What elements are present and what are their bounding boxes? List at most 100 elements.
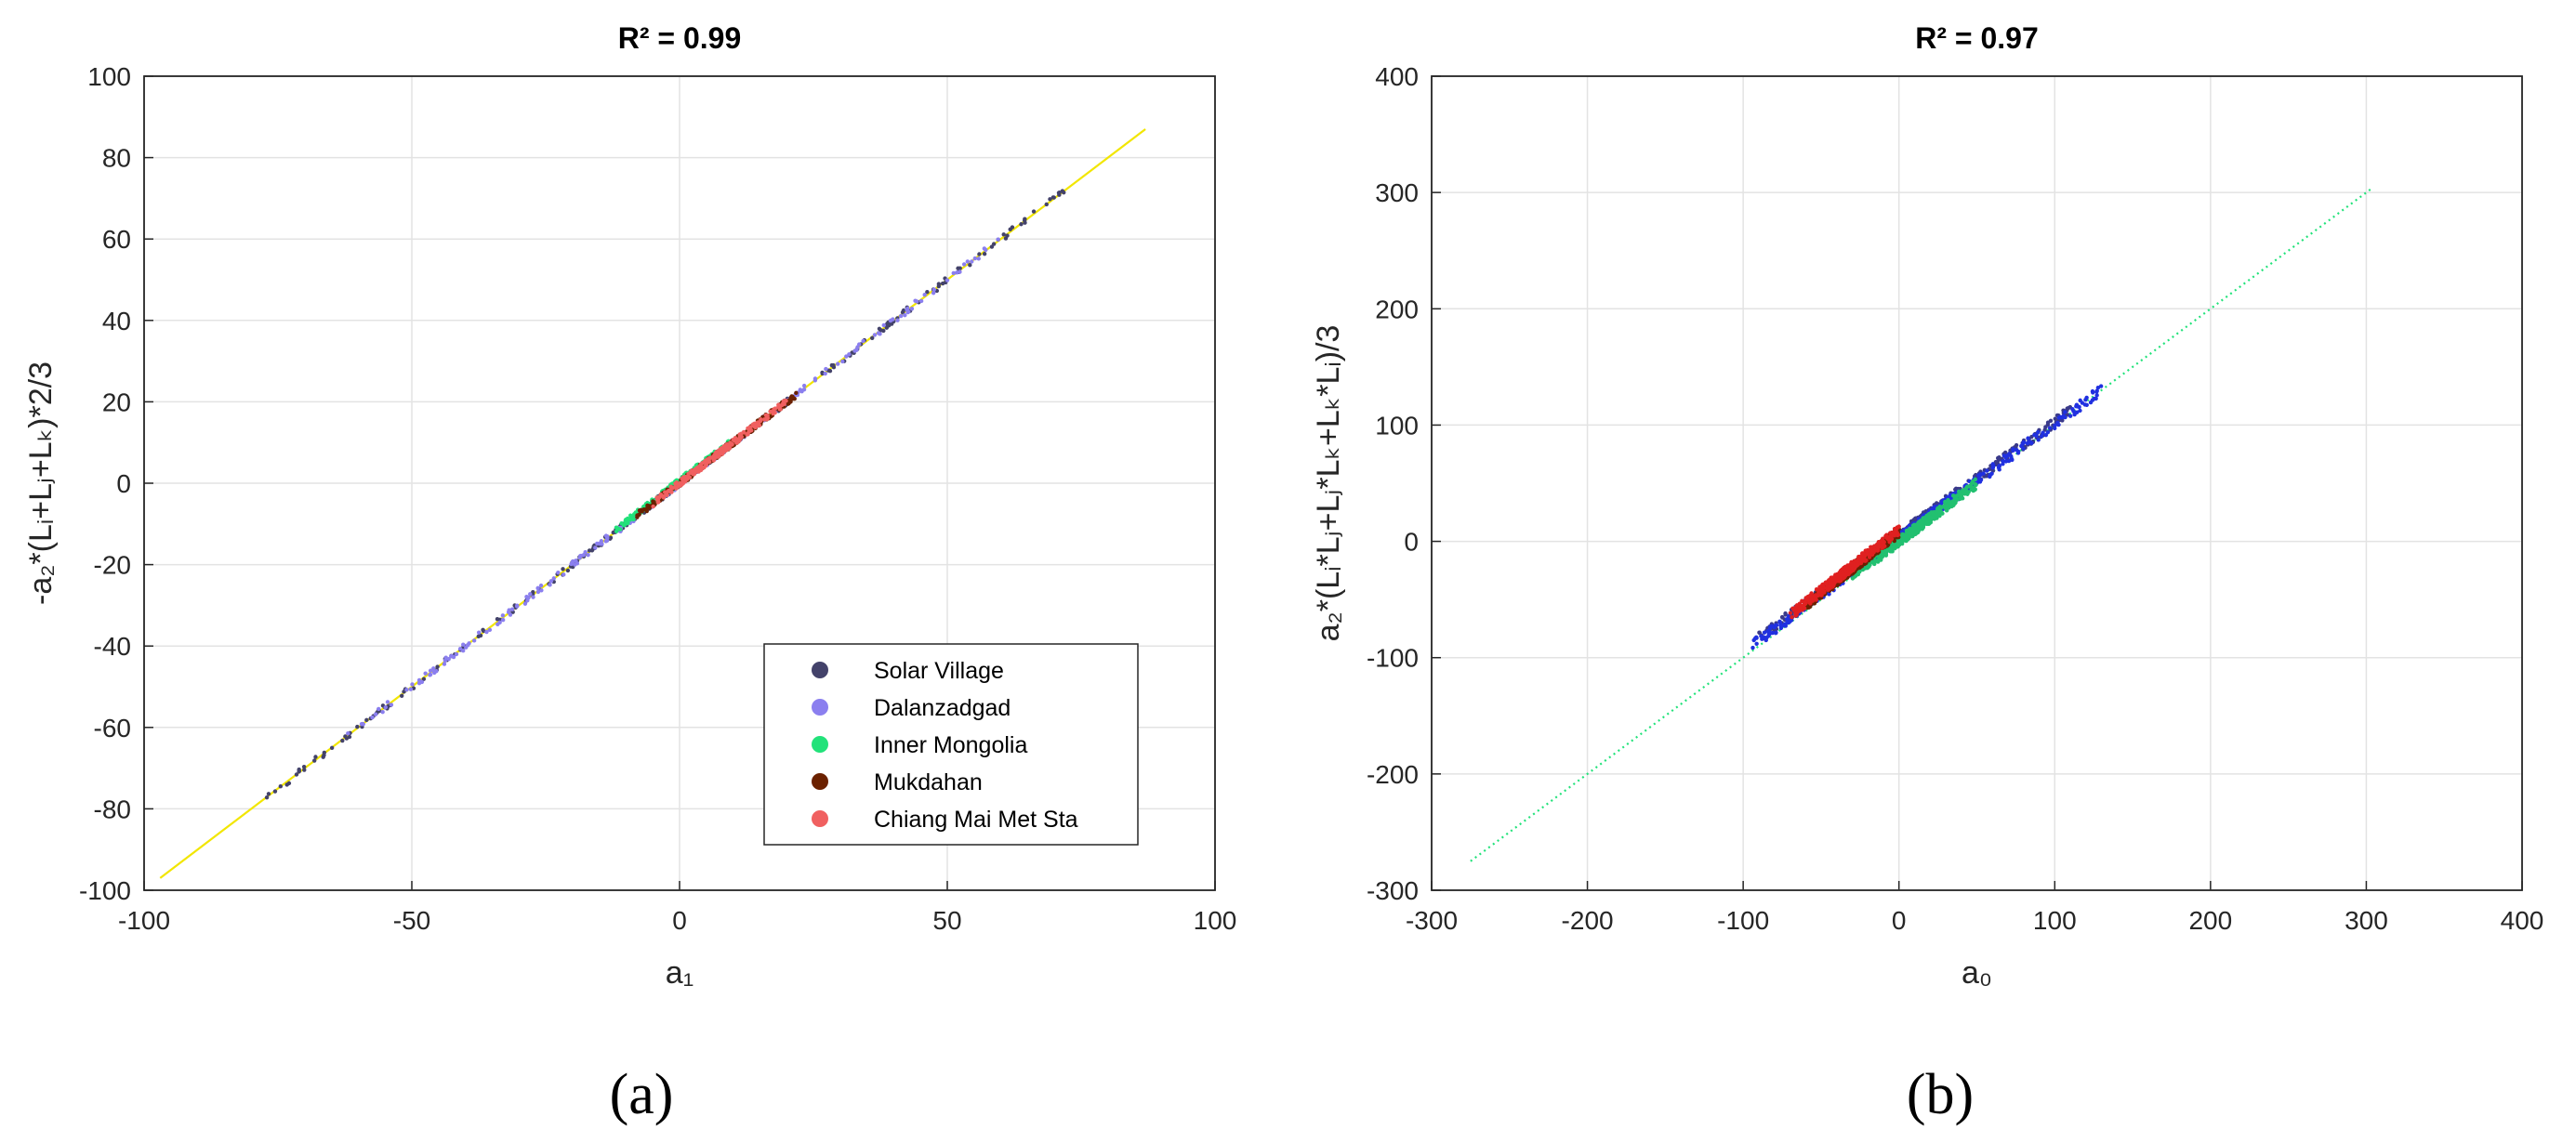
data-point [645, 503, 650, 508]
data-point [1872, 544, 1877, 548]
data-point [717, 450, 721, 455]
data-point [539, 588, 544, 593]
data-point [733, 439, 737, 443]
data-point [297, 769, 302, 774]
data-point [672, 485, 678, 490]
data-point [1843, 567, 1847, 572]
data-point [624, 519, 628, 525]
data-point [1973, 481, 1978, 487]
data-point [756, 420, 761, 425]
data-point [569, 561, 574, 567]
data-point [531, 595, 535, 599]
data-point [1878, 556, 1882, 560]
data-point [773, 406, 778, 411]
data-point [855, 345, 860, 349]
data-point [1959, 494, 1964, 499]
data-point [535, 585, 540, 591]
data-point [1830, 577, 1834, 583]
y-tick-label: 300 [1375, 178, 1419, 207]
data-point [2063, 414, 2067, 420]
data-point [625, 516, 630, 521]
data-point [313, 755, 318, 759]
data-point [2019, 443, 2024, 449]
data-point [690, 468, 694, 473]
data-point [958, 269, 962, 274]
data-point [1896, 543, 1900, 547]
data-point [982, 246, 987, 251]
data-point [840, 359, 845, 364]
data-point [1937, 505, 1942, 509]
data-point [951, 270, 956, 276]
data-point [1910, 531, 1915, 535]
data-point [1943, 499, 1948, 505]
data-point [340, 738, 345, 743]
data-point [1800, 608, 1804, 612]
data-point [710, 455, 716, 461]
data-point [836, 361, 840, 366]
data-point [454, 651, 459, 657]
data-point [497, 620, 502, 625]
data-point [1896, 532, 1901, 537]
data-point [895, 318, 900, 322]
data-point [1939, 500, 1945, 506]
data-point [600, 542, 604, 546]
data-point [1022, 218, 1027, 223]
data-point [461, 642, 466, 647]
data-point [2011, 447, 2015, 452]
data-point [507, 610, 511, 614]
legend-label: Dalanzadgad [874, 695, 1011, 721]
legend: Solar Village Dalanzadgad Inner Mongolia Mu… [763, 643, 1139, 846]
x-tick-label: -100 [1717, 906, 1769, 935]
data-point [355, 724, 360, 729]
data-point [1831, 584, 1836, 588]
data-point [1827, 592, 1831, 597]
data-point [364, 717, 369, 723]
data-point [286, 781, 292, 786]
data-point [1997, 463, 2001, 468]
data-point [400, 693, 404, 699]
data-point [2045, 430, 2051, 435]
data-point [1917, 527, 1922, 532]
data-point [738, 431, 744, 437]
x-tick-label: 200 [2188, 906, 2232, 935]
data-point [2078, 398, 2082, 403]
x-tick-label: -100 [118, 906, 170, 935]
data-point [1951, 501, 1957, 506]
data-point [1757, 630, 1762, 635]
data-point [487, 627, 493, 633]
data-point [755, 423, 760, 428]
data-point [575, 561, 580, 566]
y-tick-label: 0 [1404, 528, 1419, 557]
data-point [2001, 453, 2007, 458]
data-point [1848, 570, 1854, 574]
data-point [913, 298, 918, 303]
data-point [266, 792, 271, 796]
data-point [614, 525, 620, 531]
data-point [1008, 227, 1012, 232]
data-point [481, 627, 485, 632]
data-point [614, 529, 619, 534]
data-point [1946, 497, 1950, 503]
data-point [471, 638, 477, 643]
y-tick-label: 40 [102, 307, 131, 335]
data-point [1948, 494, 1952, 499]
data-point [668, 484, 674, 489]
data-point [976, 256, 981, 261]
data-point [301, 764, 307, 769]
data-point [1754, 641, 1759, 647]
legend-marker [812, 662, 828, 678]
data-point [1981, 471, 1986, 476]
data-point [1949, 501, 1953, 506]
data-point [759, 417, 763, 422]
data-point [524, 594, 529, 599]
data-point [1985, 468, 1989, 473]
x-tick-label: 0 [672, 906, 687, 935]
data-point [1764, 635, 1769, 640]
data-point [1924, 521, 1929, 526]
data-point [495, 616, 500, 622]
data-point [1816, 593, 1820, 598]
x-tick-label: 0 [1892, 906, 1907, 935]
data-point [922, 293, 927, 297]
data-point [525, 598, 530, 603]
data-point [1881, 543, 1886, 547]
